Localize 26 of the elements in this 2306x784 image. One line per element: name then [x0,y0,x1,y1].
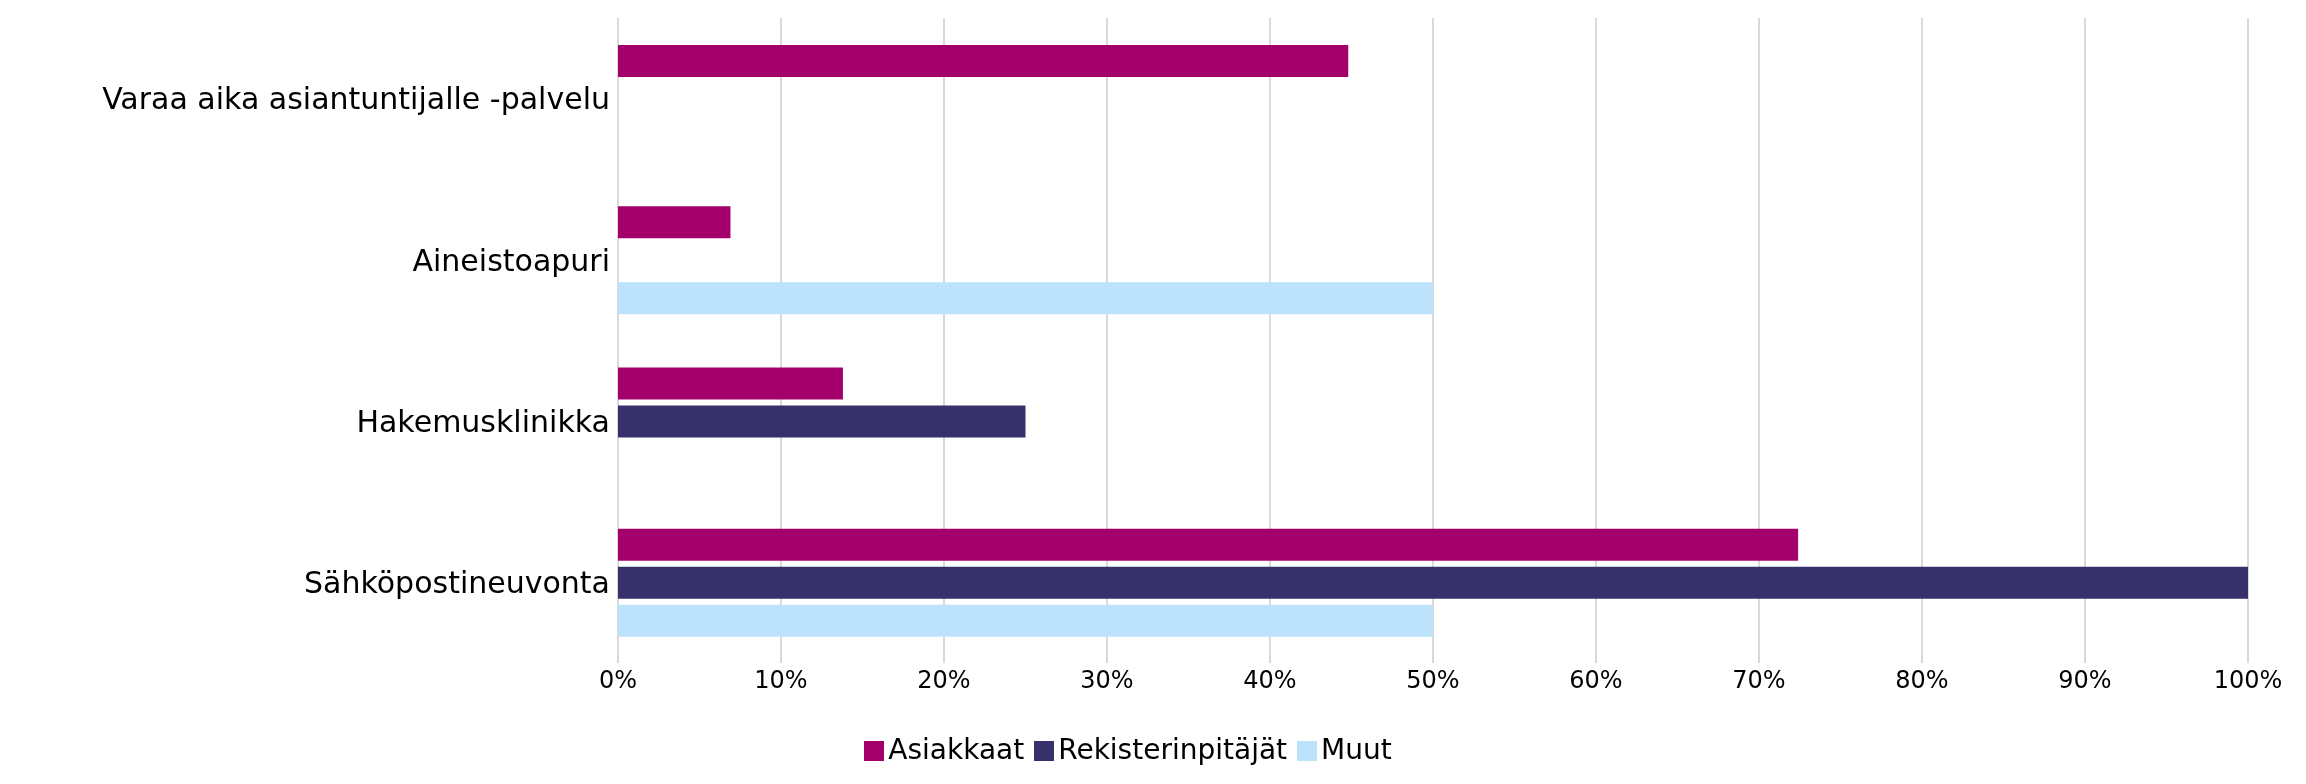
bar [618,367,843,400]
bar [618,45,1349,77]
x-tick-label: 20% [917,666,971,695]
bar [618,566,2248,599]
bar [618,282,1433,315]
y-tick-label: Aineistoapuri [412,242,610,278]
legend-label: Rekisterinpitäjät [1058,733,1288,766]
x-tick-label: 10% [754,666,808,695]
legend-label: Asiakkaat [888,733,1025,766]
x-tick-label: 30% [1080,666,1134,695]
bar [618,528,1799,561]
y-tick-label: Hakemusklinikka [356,403,610,439]
y-tick-label: Sähköpostineuvonta [304,565,610,601]
x-tick-label: 100% [2213,666,2283,695]
y-tick-label: Varaa aika asiantuntijalle -palvelu [102,81,610,117]
bar [618,604,1433,637]
x-tick-label: 40% [1243,666,1297,695]
x-tick-label: 50% [1406,666,1460,695]
x-tick-label: 60% [1569,666,1623,695]
x-tick-label: 80% [1895,666,1949,695]
x-tick-label: 90% [2058,666,2112,695]
bar [618,206,731,239]
x-tick-label: 70% [1732,666,1786,695]
legend-label: Muut [1321,733,1392,766]
x-tick-label: 0% [598,666,638,695]
bar [618,405,1026,438]
